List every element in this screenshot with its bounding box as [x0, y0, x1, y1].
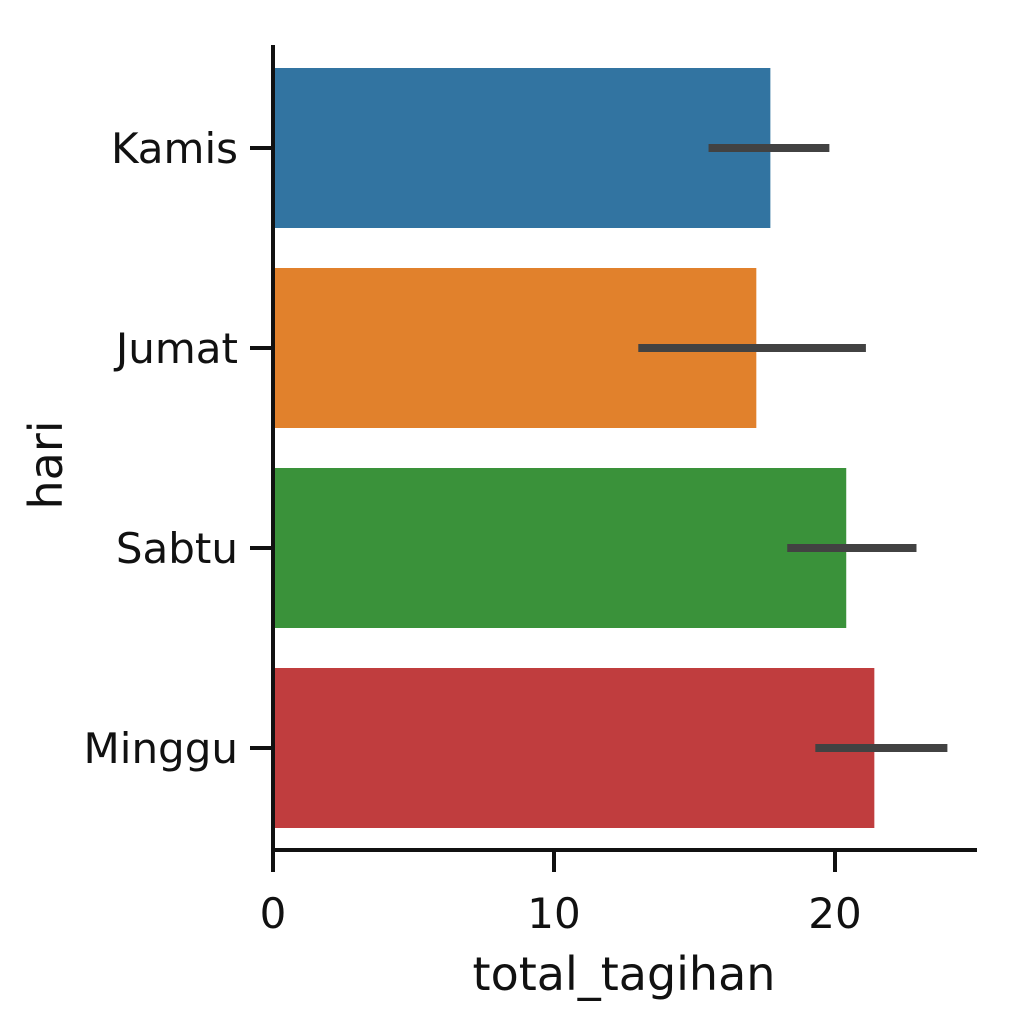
bar-kamis: [275, 68, 771, 228]
x-tick-label-0: 0: [260, 889, 287, 938]
bar-minggu: [275, 668, 875, 828]
x-axis-title: total_tagihan: [473, 947, 776, 1001]
bar-sabtu: [275, 468, 847, 628]
y-ticks-layer: Kamis Jumat Sabtu Minggu: [84, 124, 273, 773]
y-tick-label-minggu: Minggu: [84, 724, 238, 773]
x-tick-label-10: 10: [527, 889, 580, 938]
y-tick-label-sabtu: Sabtu: [116, 524, 238, 573]
x-ticks-layer: 0 10 20: [260, 850, 862, 938]
bars-layer: [275, 68, 875, 828]
x-tick-label-20: 20: [808, 889, 861, 938]
y-axis-title: hari: [19, 420, 73, 509]
error-bars-layer: [638, 144, 948, 752]
y-tick-label-kamis: Kamis: [111, 124, 238, 173]
y-tick-label-jumat: Jumat: [113, 324, 238, 373]
